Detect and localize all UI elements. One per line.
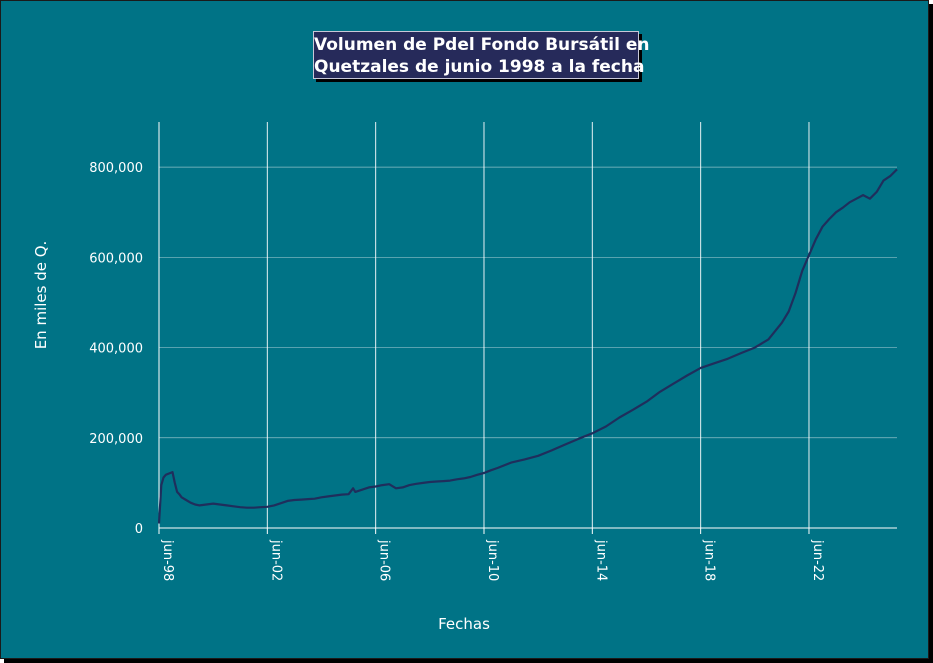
y-tick-label: 800,000 <box>89 161 143 176</box>
series-line <box>157 168 898 524</box>
x-tick-label: jun-14 <box>593 539 608 581</box>
x-tick-label: jun-98 <box>160 539 175 581</box>
y-tick-label: 400,000 <box>89 342 143 357</box>
chart-title: Volumen de Pdel Fondo Bursátil en Quetza… <box>313 31 650 79</box>
chart-title-line-1: Volumen de Pdel Fondo Bursátil en <box>314 35 650 55</box>
x-tick-label: jun-18 <box>702 539 717 581</box>
x-tick-label: jun-22 <box>810 539 825 581</box>
y-tick-label: 600,000 <box>89 251 143 266</box>
x-tick-label: jun-06 <box>377 539 392 581</box>
y-tick-label: 200,000 <box>89 432 143 447</box>
x-axis-label: Fechas <box>438 615 490 633</box>
x-tick-label: jun-10 <box>485 539 500 581</box>
series-layer <box>157 168 898 524</box>
tick-labels: 0 200,000 400,000 600,000 800,000 jun-98 jun-0… <box>89 161 825 581</box>
gridlines <box>158 122 897 528</box>
axes <box>158 122 897 534</box>
y-axis-label: En miles de Q. <box>32 241 50 350</box>
y-tick-label: 0 <box>135 522 143 537</box>
x-tick-label: jun-02 <box>268 539 283 581</box>
chart-title-line-2: Quetzales de junio 1998 a la fecha <box>314 57 645 77</box>
